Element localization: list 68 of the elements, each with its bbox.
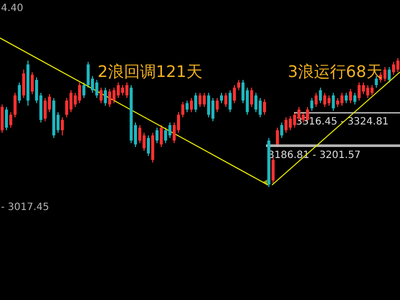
candlestick — [14, 92, 17, 118]
candlestick — [310, 97, 314, 112]
candlestick — [160, 124, 163, 148]
candlestick — [18, 82, 21, 104]
candlestick — [220, 92, 224, 104]
candlestick — [353, 92, 356, 105]
candlestick — [344, 92, 348, 104]
candlestick — [202, 92, 206, 108]
candlestick — [362, 82, 365, 95]
candlestick — [272, 156, 275, 184]
candlestick — [86, 61, 90, 88]
candlestick — [250, 87, 254, 108]
text: - 3017.45 — [1, 202, 50, 213]
candlestick — [323, 92, 326, 108]
candlestick — [168, 122, 172, 138]
candlestick — [44, 97, 47, 122]
candlestick — [30, 72, 34, 95]
candlestick — [9, 112, 12, 128]
candlestick — [258, 97, 262, 118]
candlestick — [116, 82, 120, 98]
candlestick — [181, 101, 184, 118]
candlestick — [332, 92, 335, 112]
candlestick — [358, 82, 361, 102]
candlestick — [392, 61, 396, 76]
candlestick — [280, 122, 284, 138]
candlestick — [65, 97, 68, 118]
candlestick — [100, 87, 103, 104]
candlestick — [232, 84, 236, 104]
annotation: 2浪回调121天 — [98, 62, 202, 81]
candlestick — [216, 97, 219, 113]
candlestick — [190, 97, 193, 113]
candlestick — [349, 88, 352, 104]
candlestick — [336, 97, 340, 108]
candlestick — [340, 92, 344, 106]
candlestick — [388, 66, 391, 84]
candlestick — [186, 100, 189, 113]
candlestick — [125, 82, 128, 98]
candlestick — [108, 88, 112, 108]
candlestick — [383, 66, 386, 82]
candlestick — [228, 90, 232, 113]
candlestick — [237, 79, 240, 91]
candlestick — [78, 82, 82, 104]
candlestick — [155, 127, 158, 144]
candlestick — [146, 134, 150, 157]
candlestick — [22, 69, 26, 98]
candlestick — [0, 104, 4, 134]
annotation: 3浪运行68天 — [288, 62, 382, 81]
candlestick — [121, 84, 124, 96]
candlestick — [284, 116, 288, 134]
candlestick — [164, 127, 168, 144]
candlestick — [194, 92, 198, 113]
candlestick — [82, 82, 86, 98]
candlestick — [263, 98, 266, 116]
candlestick — [211, 97, 214, 122]
candlestick — [288, 116, 292, 131]
candlestick — [60, 116, 64, 136]
candlestick — [254, 92, 258, 113]
candlestick — [104, 87, 107, 106]
candlestick — [95, 79, 98, 98]
candlestick — [4, 106, 8, 131]
candlestick — [396, 58, 400, 73]
candlestick — [207, 92, 210, 118]
candlestick — [318, 87, 322, 104]
candlestick — [293, 112, 296, 128]
candlestick — [224, 92, 228, 108]
candlestick — [314, 92, 318, 108]
text: 4.40 — [1, 3, 24, 14]
candlestick — [366, 84, 370, 98]
